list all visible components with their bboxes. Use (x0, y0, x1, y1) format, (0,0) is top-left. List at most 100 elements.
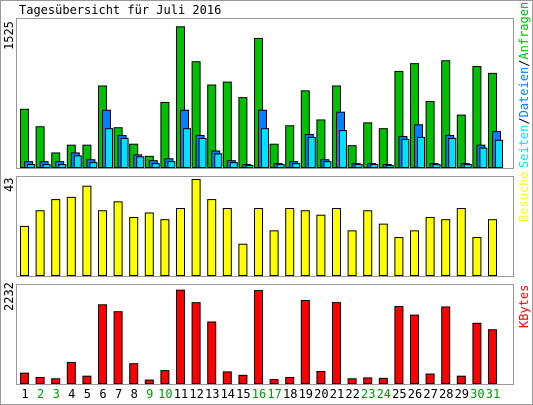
day-label-23: 23 (361, 387, 375, 401)
day-label-4: 4 (68, 387, 75, 401)
visits-bar-day-26 (410, 230, 419, 276)
kbytes-bar-day-18 (285, 376, 295, 384)
visits-bar-day-12 (191, 179, 201, 276)
visits-bar-day-19 (300, 210, 310, 276)
kbytes-bar-day-29 (456, 375, 466, 384)
day-label-19: 19 (299, 387, 313, 401)
bottom-panel-legend: KBytes (517, 285, 531, 328)
visits-bar-day-15 (238, 243, 248, 276)
visits-bar-day-8 (129, 216, 139, 277)
bottom-legend-item-0: KBytes (517, 285, 531, 328)
day-label-13: 13 (205, 387, 219, 401)
top-legend-item-3: / (517, 60, 531, 67)
pages-bar-day-25 (401, 138, 410, 169)
middle-panel-legend: Besuche (517, 171, 531, 222)
kbytes-bar-day-16 (254, 290, 263, 384)
kbytes-bar-day-22 (347, 378, 357, 385)
visits-bar-day-18 (285, 208, 295, 276)
pages-bar-day-5 (89, 162, 98, 168)
day-label-27: 27 (423, 387, 437, 401)
pages-bar-day-4 (73, 155, 82, 168)
kbytes-bar-day-4 (66, 361, 76, 385)
visits-bar-day-25 (394, 237, 404, 276)
day-label-21: 21 (330, 387, 344, 401)
visits-bar-day-7 (113, 201, 123, 276)
kbytes-bar-day-2 (35, 376, 45, 384)
top-panel-legend: Seiten/Dateien/Anfragen (517, 2, 531, 168)
visits-bar-day-1 (20, 225, 29, 277)
visits-bar-day-9 (144, 212, 154, 276)
pages-bar-day-16 (261, 128, 269, 168)
day-label-6: 6 (99, 387, 106, 401)
requests-bar-day-24 (378, 128, 388, 168)
requests-bar-day-23 (363, 122, 373, 168)
pages-bar-day-30 (479, 147, 488, 168)
visits-bar-day-13 (207, 199, 217, 276)
visits-bar-day-29 (456, 208, 466, 276)
kbytes-bar-day-20 (316, 370, 326, 385)
kbytes-bar-day-31 (488, 329, 497, 385)
requests-bar-day-27 (425, 101, 435, 168)
pages-bar-day-6 (105, 128, 113, 168)
kbytes-bar-day-9 (144, 379, 154, 385)
kbytes-bar-day-8 (129, 363, 139, 385)
visits-bar-day-24 (378, 223, 388, 277)
day-label-5: 5 (84, 387, 91, 401)
requests-bar-day-1 (20, 108, 29, 168)
kbytes-bar-day-25 (394, 306, 404, 384)
pages-bar-day-21 (339, 130, 347, 168)
visits-bar-day-5 (82, 185, 92, 276)
day-label-2: 2 (37, 387, 44, 401)
kbytes-bar-day-19 (300, 299, 310, 385)
day-label-18: 18 (283, 387, 297, 401)
day-label-11: 11 (174, 387, 188, 401)
kbytes-bar-day-23 (363, 377, 373, 384)
pages-bar-day-13 (214, 153, 223, 169)
kbytes-bar-day-28 (441, 306, 451, 384)
day-label-16: 16 (252, 387, 266, 401)
visits-bar-day-16 (254, 208, 263, 276)
visits-bar-day-27 (425, 216, 435, 277)
kbytes-bar-day-26 (410, 314, 419, 385)
visits-bar-day-21 (332, 208, 341, 276)
pages-bar-day-22 (354, 164, 363, 169)
visits-bar-day-23 (363, 210, 373, 276)
day-label-20: 20 (314, 387, 328, 401)
kbytes-panel (20, 289, 497, 385)
day-label-7: 7 (115, 387, 122, 401)
day-label-25: 25 (392, 387, 406, 401)
pages-bar-day-24 (385, 165, 394, 169)
kbytes-bar-day-15 (238, 374, 248, 384)
kbytes-bar-day-7 (113, 311, 123, 385)
requests-bar-day-14 (222, 81, 232, 168)
bottom-panel-max-label: 2232 (2, 282, 16, 311)
day-axis-labels: 1 2 3 4 5 6 7 8 9 10 11 12 13 14 15 16 17 18 19 20 21 22 23 24 2… (21, 387, 500, 401)
requests-files-pages-panel (20, 26, 503, 169)
requests-bar-day-15 (238, 97, 248, 168)
pages-bar-day-31 (495, 139, 503, 169)
requests-bar-day-29 (456, 114, 466, 169)
top-legend-item-2: Dateien (517, 67, 531, 118)
pages-bar-day-23 (370, 164, 379, 169)
pages-bar-day-2 (42, 164, 51, 169)
kbytes-bar-day-3 (51, 378, 61, 385)
visits-bar-day-14 (222, 208, 232, 276)
pages-bar-day-12 (198, 137, 207, 168)
day-label-10: 10 (158, 387, 172, 401)
pages-bar-day-11 (183, 128, 191, 168)
middle-legend-item-0: Besuche (517, 171, 531, 222)
day-label-9: 9 (146, 387, 153, 401)
visits-bar-day-20 (316, 214, 326, 276)
pages-bar-day-26 (417, 136, 425, 168)
bottom-panel-frame (16, 284, 514, 385)
visits-bar-day-30 (472, 237, 482, 276)
kbytes-bar-day-6 (98, 304, 107, 384)
kbytes-bar-day-14 (222, 371, 232, 384)
visits-bar-day-11 (176, 208, 185, 276)
kbytes-bar-day-21 (332, 302, 341, 384)
day-label-26: 26 (408, 387, 422, 401)
top-panel-max-label: 1525 (2, 21, 16, 50)
visits-bar-day-4 (66, 196, 76, 276)
pages-bar-day-15 (245, 165, 254, 169)
